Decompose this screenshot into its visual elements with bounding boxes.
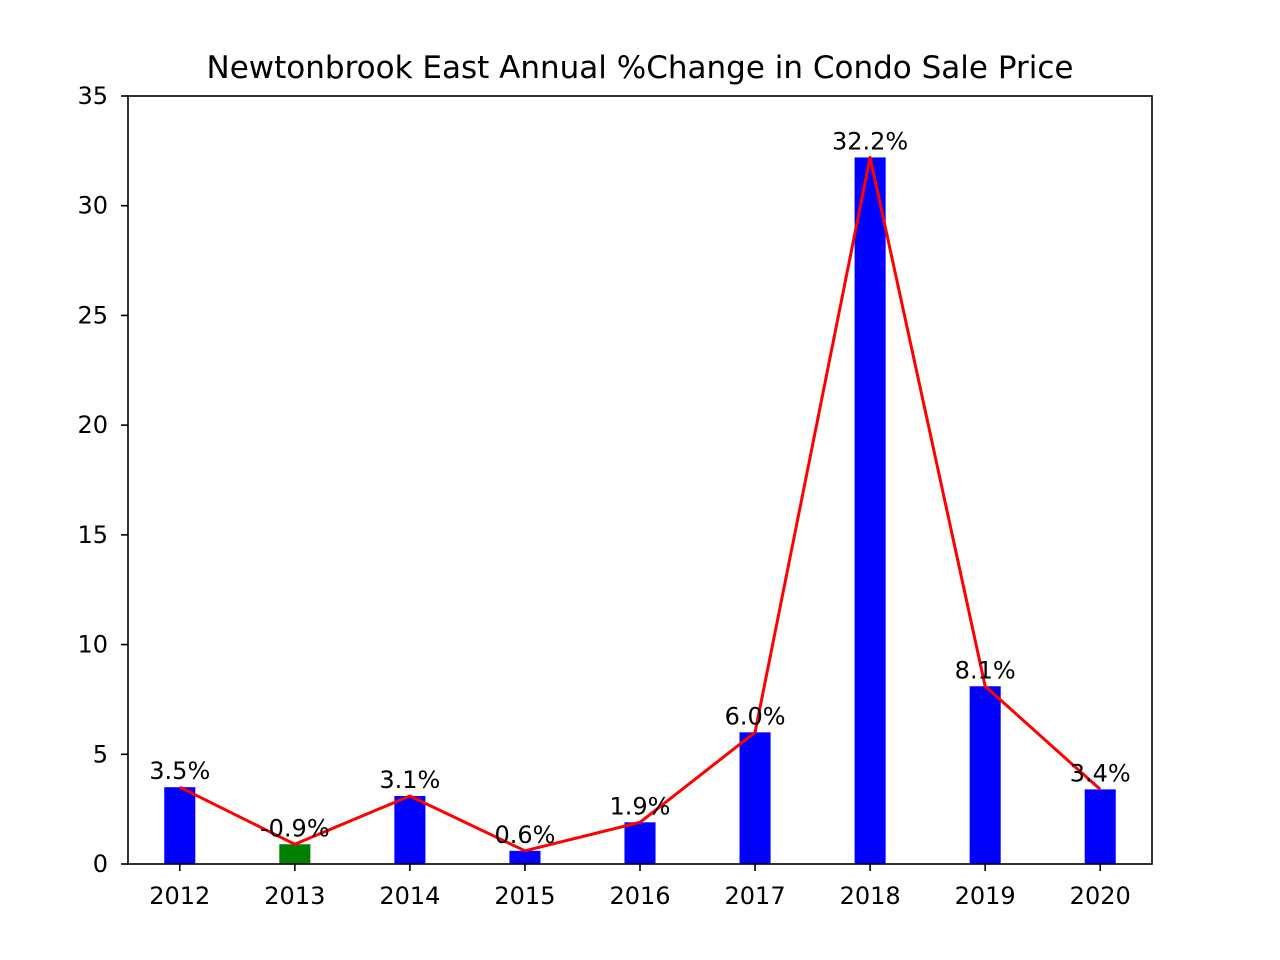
x-tick-label-2019: 2019 <box>955 882 1016 910</box>
data-label-2019: 8.1% <box>955 656 1016 684</box>
y-tick-label-15: 15 <box>77 521 108 549</box>
bar-2018 <box>854 157 886 864</box>
bar-2017 <box>739 732 771 864</box>
y-axis: 0 5 10 15 20 25 30 35 <box>77 82 128 878</box>
bar-2014 <box>394 795 426 864</box>
trend-line <box>179 155 1102 853</box>
x-tick-label-2013: 2013 <box>264 882 325 910</box>
bar-2016 <box>624 822 656 864</box>
y-tick-label-25: 25 <box>77 301 108 329</box>
y-tick-label-30: 30 <box>77 192 108 220</box>
bar-2015 <box>509 850 541 864</box>
data-label-2017: 6.0% <box>725 702 786 730</box>
y-tick-label-5: 5 <box>93 740 108 768</box>
bar-2019 <box>969 686 1001 864</box>
chart-title: Newtonbrook East Annual %Change in Condo… <box>207 50 1074 86</box>
y-tick-label-20: 20 <box>77 411 108 439</box>
data-label-2018: 32.2% <box>832 127 908 155</box>
y-tick-label-10: 10 <box>77 631 108 659</box>
bar-2020 <box>1084 789 1116 864</box>
data-label-2015: 0.6% <box>494 821 555 849</box>
x-tick-label-2012: 2012 <box>149 882 210 910</box>
x-tick-label-2014: 2014 <box>379 882 440 910</box>
data-label-2013: -0.9% <box>260 814 330 842</box>
plot-frame <box>127 95 1153 865</box>
x-tick-label-2016: 2016 <box>609 882 670 910</box>
x-tick-label-2015: 2015 <box>494 882 555 910</box>
data-label-2012: 3.5% <box>149 757 210 785</box>
trend-line-group <box>179 155 1102 853</box>
bar-2012 <box>164 787 196 864</box>
data-label-2014: 3.1% <box>379 766 440 794</box>
x-axis: 2012 2013 2014 2015 2016 2017 2018 2019 2020 <box>149 864 1131 910</box>
x-tick-label-2020: 2020 <box>1070 882 1131 910</box>
y-tick-label-35: 35 <box>77 82 108 110</box>
bars-group <box>164 157 1116 864</box>
data-label-2016: 1.9% <box>610 792 671 820</box>
data-label-2020: 3.4% <box>1070 759 1131 787</box>
bar-2013 <box>279 844 311 864</box>
data-labels-group: 3.5% -0.9% 3.1% 0.6% 1.9% 6.0% 32.2% 8.1% 3.4% <box>149 127 1130 848</box>
x-tick-label-2017: 2017 <box>725 882 786 910</box>
x-tick-label-2018: 2018 <box>840 882 901 910</box>
y-tick-label-0: 0 <box>93 850 108 878</box>
